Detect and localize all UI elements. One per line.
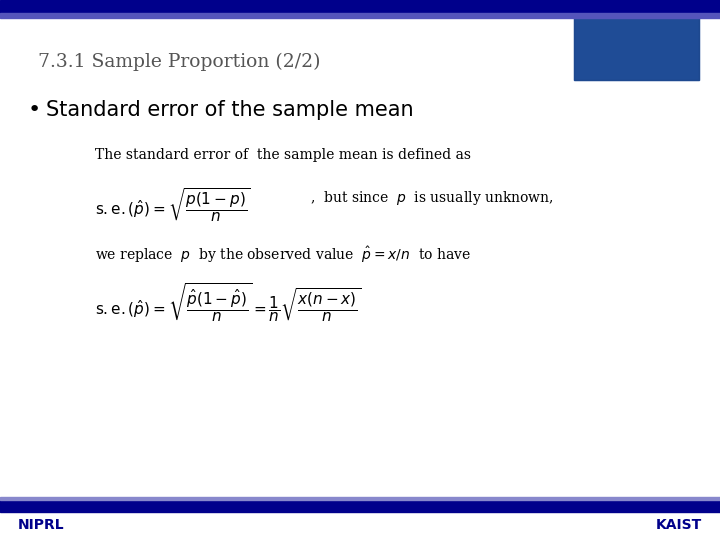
Bar <box>574 5 699 80</box>
Text: $\mathrm{s.e.}(\hat{p}) = \sqrt{\dfrac{\hat{p}(1-\hat{p})}{n}} = \dfrac{1}{n}\sq: $\mathrm{s.e.}(\hat{p}) = \sqrt{\dfrac{\… <box>95 281 361 325</box>
Text: we replace  $p$  by the observed value  $\hat{p} = x/n$  to have: we replace $p$ by the observed value $\h… <box>95 245 471 265</box>
Bar <box>574 5 699 80</box>
Bar <box>0 497 720 500</box>
Bar <box>0 13 720 18</box>
Text: NIPRL: NIPRL <box>18 518 65 532</box>
Bar <box>0 0 720 13</box>
Text: •: • <box>28 100 41 120</box>
Text: ,  but since  $p$  is usually unknown,: , but since $p$ is usually unknown, <box>310 189 554 207</box>
Text: The standard error of  the sample mean is defined as: The standard error of the sample mean is… <box>95 148 471 162</box>
Text: $\mathrm{s.e.}(\hat{p}) = \sqrt{\dfrac{p(1-p)}{n}}$: $\mathrm{s.e.}(\hat{p}) = \sqrt{\dfrac{p… <box>95 186 251 224</box>
Text: Standard error of the sample mean: Standard error of the sample mean <box>46 100 413 120</box>
Text: KAIST: KAIST <box>656 518 702 532</box>
Bar <box>0 500 720 512</box>
Text: 7.3.1 Sample Proportion (2/2): 7.3.1 Sample Proportion (2/2) <box>38 53 320 71</box>
